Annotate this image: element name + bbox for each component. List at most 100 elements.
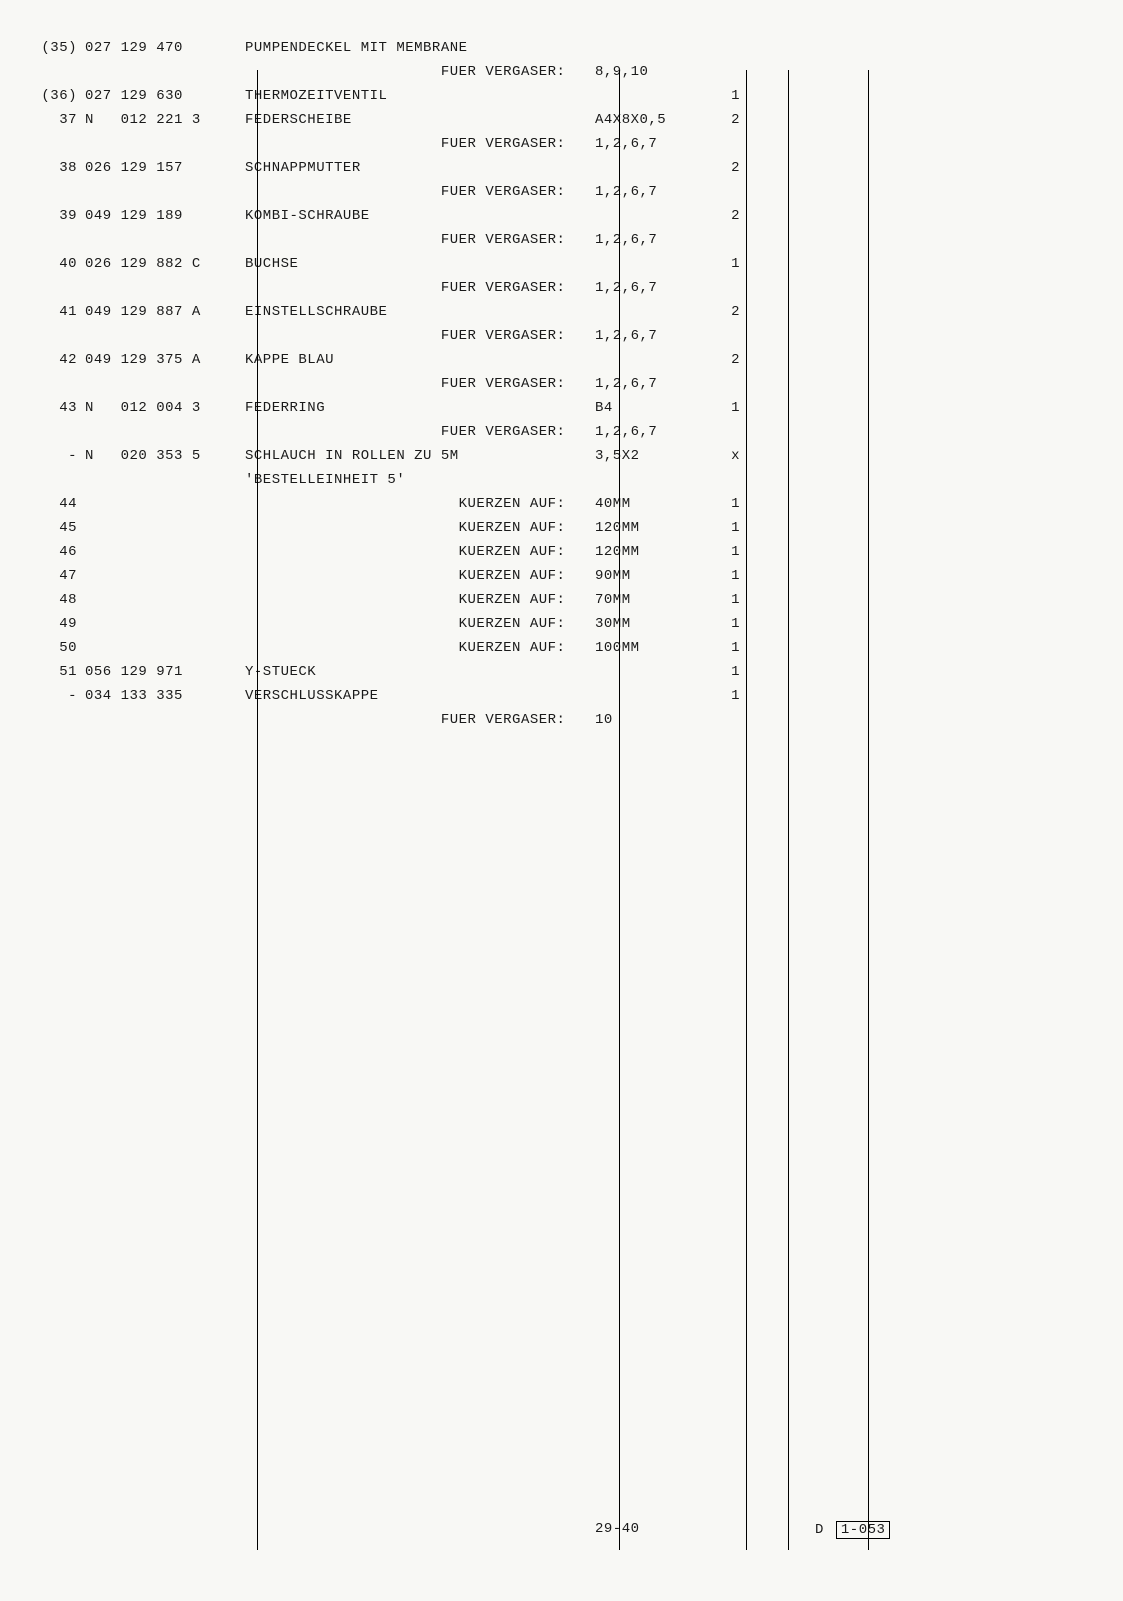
table-row: -N 020 353 5SCHLAUCH IN ROLLEN ZU 5M3,5X… bbox=[30, 448, 1093, 472]
specification: B4 bbox=[595, 400, 710, 416]
description: EINSTELLSCHRAUBE bbox=[245, 304, 595, 320]
specification: 1,2,6,7 bbox=[595, 376, 710, 392]
table-row: 51056 129 971Y-STUECK1 bbox=[30, 664, 1093, 688]
description: KUERZEN AUF: bbox=[245, 640, 595, 656]
specification: 1,2,6,7 bbox=[595, 232, 710, 248]
specification: 3,5X2 bbox=[595, 448, 710, 464]
specification: 70MM bbox=[595, 592, 710, 608]
table-row: 49 KUERZEN AUF:30MM1 bbox=[30, 616, 1093, 640]
specification: 8,9,10 bbox=[595, 64, 710, 80]
table-row: FUER VERGASER:10 bbox=[30, 712, 1093, 736]
part-number: 026 129 882 C bbox=[85, 256, 245, 272]
quantity: 2 bbox=[710, 160, 740, 176]
description: FUER VERGASER: bbox=[245, 376, 595, 392]
position-number: 40 bbox=[30, 256, 85, 272]
position-number: 43 bbox=[30, 400, 85, 416]
parts-table: (35)027 129 470PUMPENDECKEL MIT MEMBRANE… bbox=[30, 40, 1093, 736]
quantity: 2 bbox=[710, 112, 740, 128]
part-number: N 012 221 3 bbox=[85, 112, 245, 128]
table-row: 38026 129 157SCHNAPPMUTTER 2 bbox=[30, 160, 1093, 184]
table-row: 42049 129 375 AKAPPE BLAU2 bbox=[30, 352, 1093, 376]
quantity: 1 bbox=[710, 544, 740, 560]
quantity: 1 bbox=[710, 520, 740, 536]
position-number: 39 bbox=[30, 208, 85, 224]
quantity: 1 bbox=[710, 400, 740, 416]
quantity: 1 bbox=[710, 568, 740, 584]
specification: 30MM bbox=[595, 616, 710, 632]
description: 'BESTELLEINHEIT 5' bbox=[245, 472, 595, 488]
footer-code-prefix: D bbox=[815, 1522, 824, 1538]
description: FUER VERGASER: bbox=[245, 184, 595, 200]
position-number: (36) bbox=[30, 88, 85, 104]
table-row: 45 KUERZEN AUF:120MM1 bbox=[30, 520, 1093, 544]
table-row: 46 KUERZEN AUF:120MM1 bbox=[30, 544, 1093, 568]
description: THERMOZEITVENTIL bbox=[245, 88, 595, 104]
description: KUERZEN AUF: bbox=[245, 520, 595, 536]
position-number: 38 bbox=[30, 160, 85, 176]
table-row: FUER VERGASER:8,9,10 bbox=[30, 64, 1093, 88]
part-number: 026 129 157 bbox=[85, 160, 245, 176]
specification: 120MM bbox=[595, 520, 710, 536]
part-number: N 020 353 5 bbox=[85, 448, 245, 464]
table-row: 'BESTELLEINHEIT 5' bbox=[30, 472, 1093, 496]
position-number: 49 bbox=[30, 616, 85, 632]
position-number: 48 bbox=[30, 592, 85, 608]
specification: 90MM bbox=[595, 568, 710, 584]
position-number: - bbox=[30, 448, 85, 464]
part-number: 056 129 971 bbox=[85, 664, 245, 680]
description: FUER VERGASER: bbox=[245, 232, 595, 248]
specification: A4X8X0,5 bbox=[595, 112, 710, 128]
description: PUMPENDECKEL MIT MEMBRANE bbox=[245, 40, 595, 56]
description: SCHNAPPMUTTER bbox=[245, 160, 595, 176]
specification: 120MM bbox=[595, 544, 710, 560]
description: KAPPE BLAU bbox=[245, 352, 595, 368]
table-row: FUER VERGASER:1,2,6,7 bbox=[30, 424, 1093, 448]
quantity: 2 bbox=[710, 208, 740, 224]
position-number: - bbox=[30, 688, 85, 704]
table-row: 44 KUERZEN AUF:40MM1 bbox=[30, 496, 1093, 520]
position-number: 47 bbox=[30, 568, 85, 584]
description: FUER VERGASER: bbox=[245, 280, 595, 296]
table-row: 41049 129 887 AEINSTELLSCHRAUBE2 bbox=[30, 304, 1093, 328]
part-number: N 012 004 3 bbox=[85, 400, 245, 416]
quantity: 1 bbox=[710, 640, 740, 656]
description: KUERZEN AUF: bbox=[245, 592, 595, 608]
parts-list-page: (35)027 129 470PUMPENDECKEL MIT MEMBRANE… bbox=[30, 40, 1093, 1561]
quantity: 1 bbox=[710, 256, 740, 272]
quantity: 1 bbox=[710, 616, 740, 632]
description: FUER VERGASER: bbox=[245, 712, 595, 728]
table-row: 39049 129 189KOMBI-SCHRAUBE2 bbox=[30, 208, 1093, 232]
table-row: 40026 129 882 CBUCHSE1 bbox=[30, 256, 1093, 280]
description: FUER VERGASER: bbox=[245, 136, 595, 152]
specification: 100MM bbox=[595, 640, 710, 656]
table-row: FUER VERGASER:1,2,6,7 bbox=[30, 280, 1093, 304]
specification: 40MM bbox=[595, 496, 710, 512]
table-row: (35)027 129 470PUMPENDECKEL MIT MEMBRANE bbox=[30, 40, 1093, 64]
description: Y-STUECK bbox=[245, 664, 595, 680]
quantity: x bbox=[710, 448, 740, 464]
part-number: 049 129 375 A bbox=[85, 352, 245, 368]
quantity: 1 bbox=[710, 88, 740, 104]
specification: 10 bbox=[595, 712, 710, 728]
position-number: 41 bbox=[30, 304, 85, 320]
description: FUER VERGASER: bbox=[245, 424, 595, 440]
description: KUERZEN AUF: bbox=[245, 544, 595, 560]
specification: 1,2,6,7 bbox=[595, 424, 710, 440]
quantity: 1 bbox=[710, 688, 740, 704]
description: KUERZEN AUF: bbox=[245, 616, 595, 632]
table-row: FUER VERGASER:1,2,6,7 bbox=[30, 136, 1093, 160]
table-row: (36)027 129 630THERMOZEITVENTIL1 bbox=[30, 88, 1093, 112]
table-row: 43N 012 004 3FEDERRINGB41 bbox=[30, 400, 1093, 424]
position-number: 45 bbox=[30, 520, 85, 536]
description: KOMBI-SCHRAUBE bbox=[245, 208, 595, 224]
specification: 1,2,6,7 bbox=[595, 280, 710, 296]
description: SCHLAUCH IN ROLLEN ZU 5M bbox=[245, 448, 595, 464]
table-row: 48 KUERZEN AUF:70MM1 bbox=[30, 592, 1093, 616]
position-number: 44 bbox=[30, 496, 85, 512]
specification: 1,2,6,7 bbox=[595, 136, 710, 152]
description: KUERZEN AUF: bbox=[245, 496, 595, 512]
position-number: 51 bbox=[30, 664, 85, 680]
part-number: 034 133 335 bbox=[85, 688, 245, 704]
quantity: 2 bbox=[710, 304, 740, 320]
table-row: 50 KUERZEN AUF:100MM1 bbox=[30, 640, 1093, 664]
